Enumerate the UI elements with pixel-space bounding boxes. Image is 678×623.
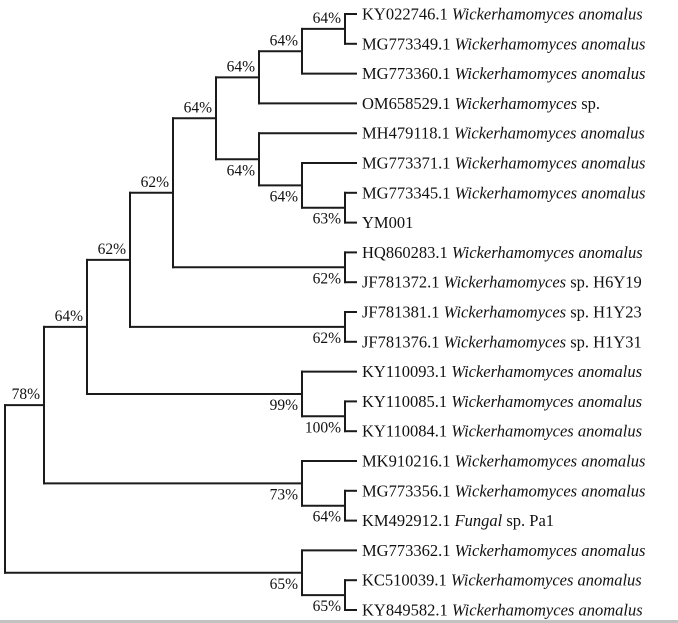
bootstrap-label: 64% [184,99,213,116]
accession-or-strain: MK910216.1 [362,452,455,471]
taxon-label: OM658529.1 Wickerhamomyces sp. [362,94,600,113]
bootstrap-label: 62% [98,241,127,258]
taxon-label: MK910216.1 Wickerhamomyces anomalus [362,452,645,471]
accession-or-strain: MG773349.1 [362,34,455,53]
taxon-label: MG773356.1 Wickerhamomyces anomalus [362,481,645,500]
accession-or-strain: MH479118.1 [362,124,454,143]
accession-or-strain: sp. H6Y19 [566,273,642,292]
species-name: Wickerhamomyces [444,273,567,292]
bootstrap-label: 73% [270,486,299,503]
bootstrap-label: 63% [313,211,342,228]
accession-or-strain: sp. [577,94,600,113]
taxon-label: MG773371.1 Wickerhamomyces anomalus [362,154,645,173]
bootstrap-label: 64% [227,58,256,75]
accession-or-strain: KC510039.1 [362,571,451,590]
accession-or-strain: MG773356.1 [362,481,455,500]
species-name: Wickerhamomyces anomalus [451,571,642,590]
species-name: Wickerhamomyces anomalus [455,183,646,202]
bootstrap-label: 62% [313,330,342,347]
species-name: Wickerhamomyces anomalus [455,154,646,173]
accession-or-strain: sp. H1Y23 [566,303,642,322]
taxon-label: MG773349.1 Wickerhamomyces anomalus [362,34,645,53]
accession-or-strain: MG773362.1 [362,541,455,560]
taxon-label: MG773360.1 Wickerhamomyces anomalus [362,64,645,83]
bootstrap-label: 64% [313,10,342,27]
accession-or-strain: MG773345.1 [362,183,455,202]
species-name: Wickerhamomyces anomalus [451,392,642,411]
taxon-label: KM492912.1 Fungal sp. Pa1 [362,511,554,530]
taxon-label: MH479118.1 Wickerhamomyces anomalus [362,124,645,143]
accession-or-strain: MG773360.1 [362,64,455,83]
bootstrap-label: 62% [141,174,170,191]
accession-or-strain: JF781372.1 [362,273,444,292]
taxon-label: YM001 [362,213,413,232]
accession-or-strain: KY849582.1 [362,601,452,620]
species-name: Wickerhamomyces anomalus [454,124,645,143]
species-name: Wickerhamomyces anomalus [455,481,646,500]
accession-or-strain: YM001 [362,213,413,232]
accession-or-strain: JF781381.1 [362,303,444,322]
bootstrap-label: 99% [270,397,299,414]
bootstrap-label: 64% [270,188,299,205]
taxon-label: JF781376.1 Wickerhamomyces sp. H1Y31 [362,332,642,351]
taxon-label: MG773345.1 Wickerhamomyces anomalus [362,183,645,202]
bootstrap-label: 64% [55,308,84,325]
taxon-label: KC510039.1 Wickerhamomyces anomalus [362,571,642,590]
accession-or-strain: KY110084.1 [362,422,451,441]
accession-or-strain: JF781376.1 [362,332,444,351]
bootstrap-label: 64% [227,162,256,179]
bootstrap-label: 64% [313,509,342,526]
accession-or-strain: KY110093.1 [362,362,451,381]
species-name: Fungal [454,511,503,530]
taxon-label: HQ860283.1 Wickerhamomyces anomalus [362,243,643,262]
accession-or-strain: OM658529.1 [362,94,455,113]
species-name: Wickerhamomyces anomalus [455,64,646,83]
species-name: Wickerhamomyces anomalus [452,601,643,620]
bootstrap-label: 62% [313,270,342,287]
species-name: Wickerhamomyces anomalus [451,422,642,441]
species-name: Wickerhamomyces anomalus [455,541,646,560]
bootstrap-label: 100% [305,419,341,436]
species-name: Wickerhamomyces anomalus [455,452,646,471]
species-name: Wickerhamomyces anomalus [452,243,643,262]
taxon-label: KY110084.1 Wickerhamomyces anomalus [362,422,642,441]
species-name: Wickerhamomyces [455,94,578,113]
taxon-label: MG773362.1 Wickerhamomyces anomalus [362,541,645,560]
accession-or-strain: sp. H1Y31 [566,332,642,351]
taxon-label: KY110085.1 Wickerhamomyces anomalus [362,392,642,411]
accession-or-strain: KY110085.1 [362,392,451,411]
taxon-label: KY022746.1 Wickerhamomyces anomalus [362,5,643,24]
accession-or-strain: sp. Pa1 [502,511,554,530]
taxon-label: KY110093.1 Wickerhamomyces anomalus [362,362,642,381]
bootstrap-label: 65% [313,598,342,615]
species-name: Wickerhamomyces [444,332,567,351]
accession-or-strain: HQ860283.1 [362,243,452,262]
taxon-label: JF781381.1 Wickerhamomyces sp. H1Y23 [362,303,642,322]
taxon-label: KY849582.1 Wickerhamomyces anomalus [362,601,643,620]
species-name: Wickerhamomyces anomalus [451,362,642,381]
taxon-label: JF781372.1 Wickerhamomyces sp. H6Y19 [362,273,642,292]
species-name: Wickerhamomyces anomalus [455,34,646,53]
species-name: Wickerhamomyces anomalus [452,5,643,24]
accession-or-strain: MG773371.1 [362,154,455,173]
bootstrap-label: 78% [12,386,41,403]
accession-or-strain: KY022746.1 [362,5,452,24]
species-name: Wickerhamomyces [444,303,567,322]
bootstrap-label: 64% [270,32,299,49]
bootstrap-label: 65% [270,576,299,593]
accession-or-strain: KM492912.1 [362,511,455,530]
image-bottom-edge [0,620,678,623]
